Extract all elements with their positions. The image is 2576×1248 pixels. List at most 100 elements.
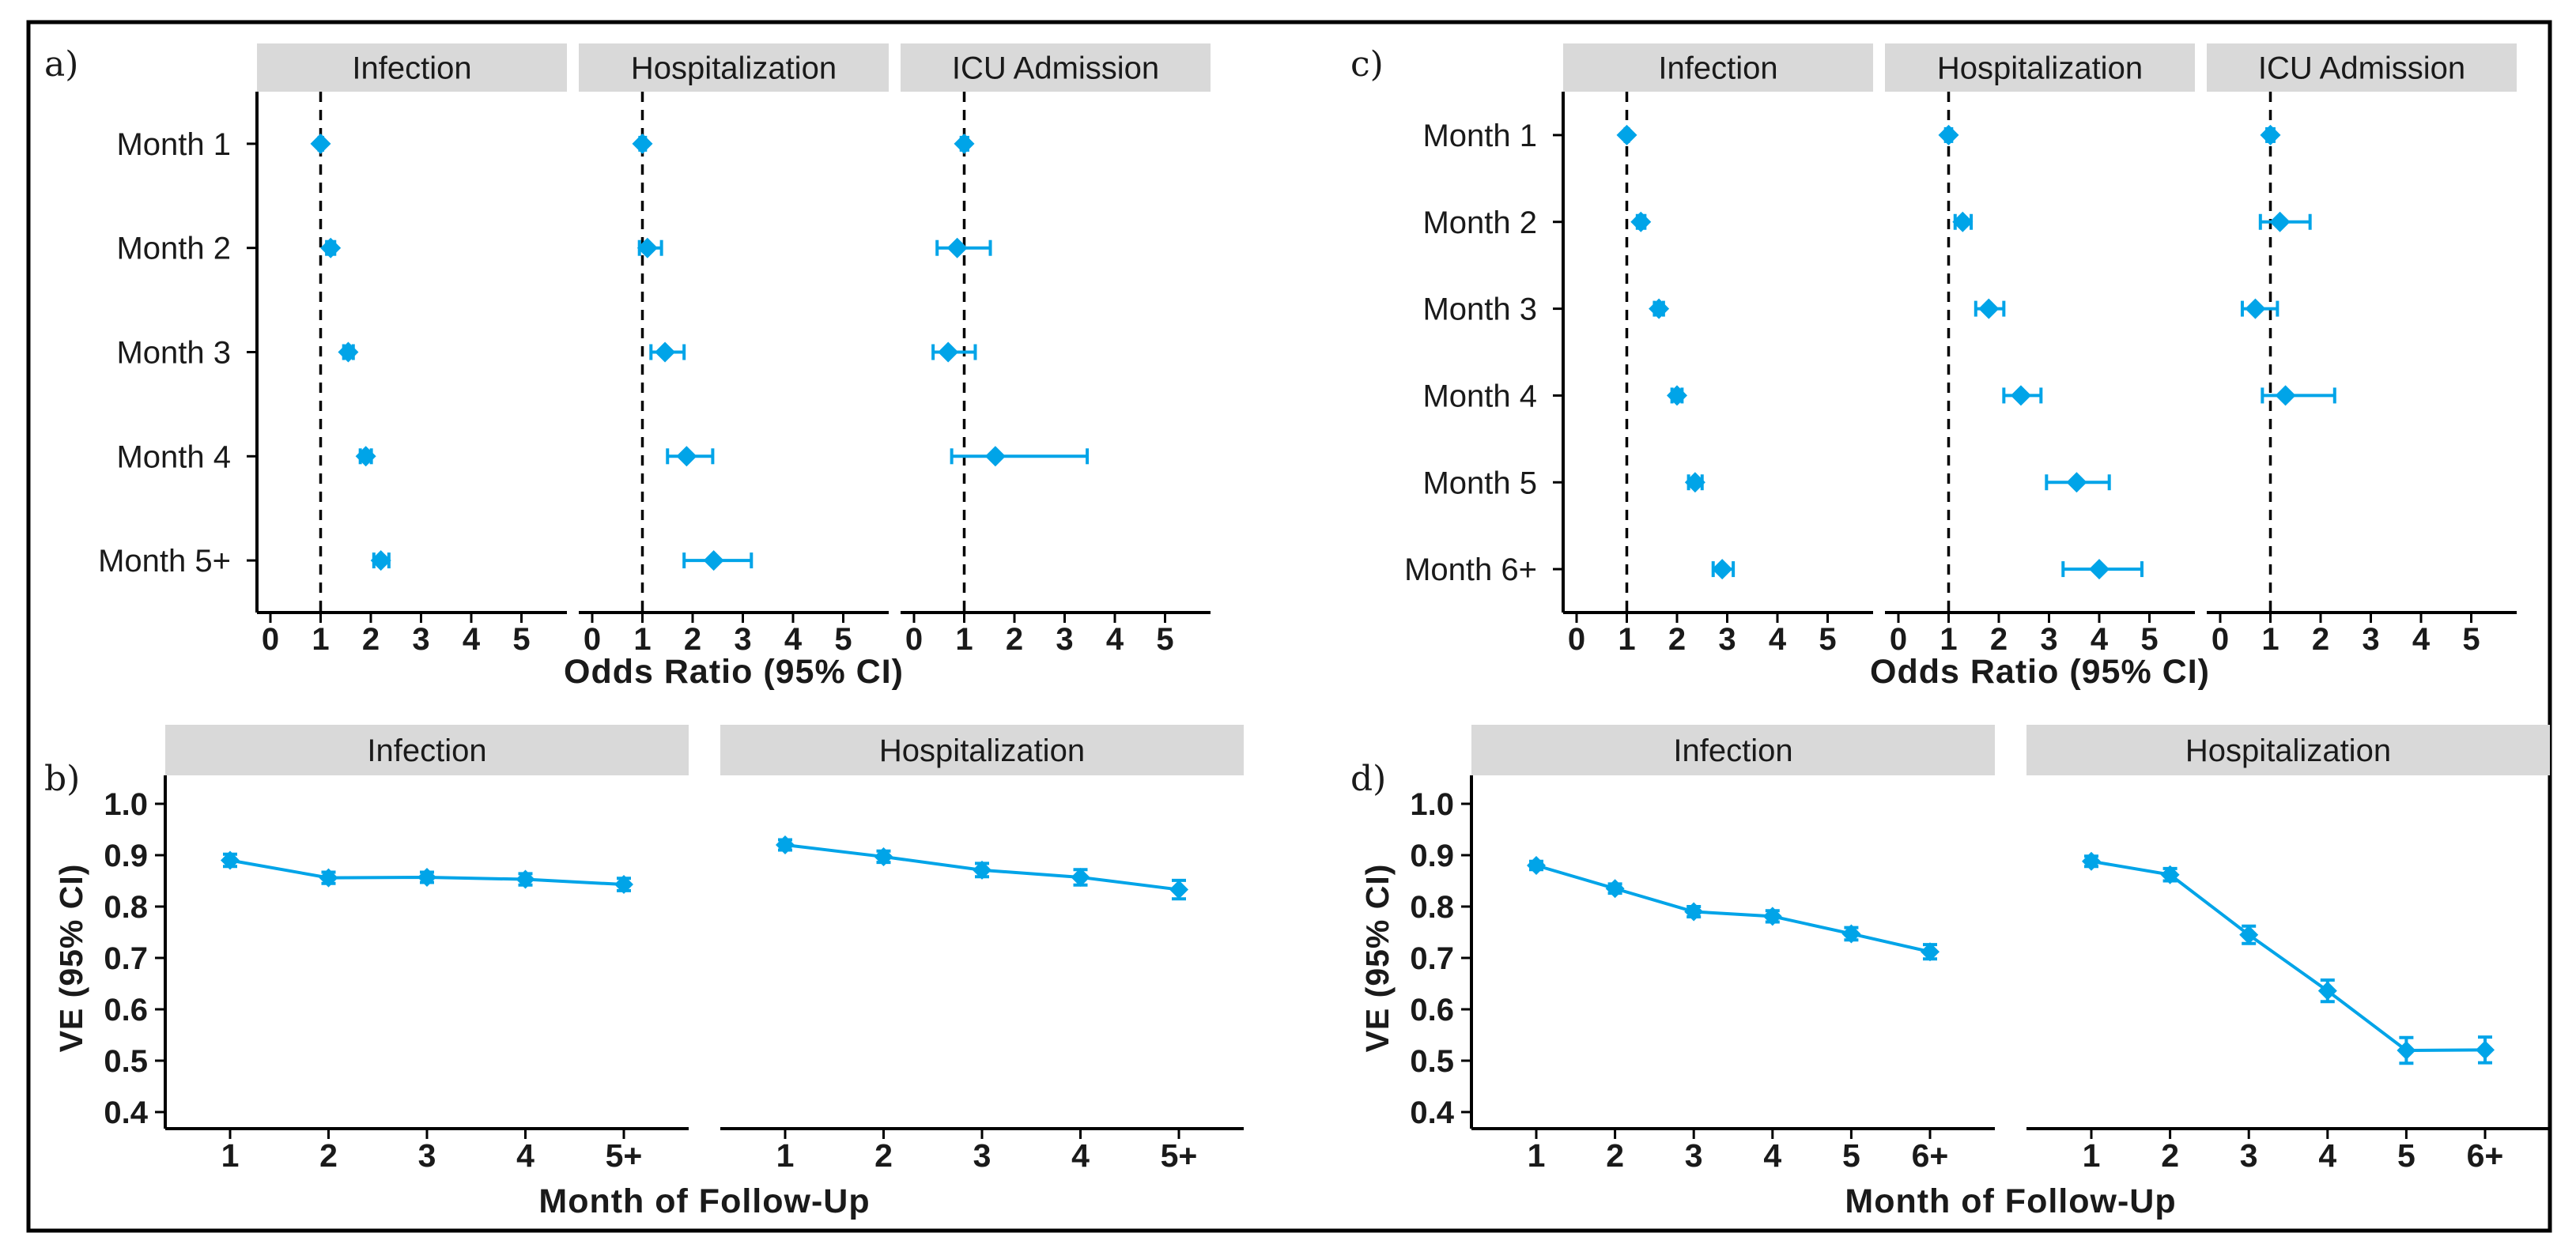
x-tick-label: 4	[1071, 1137, 1090, 1174]
facet-strip-label: Infection	[352, 51, 471, 86]
x-tick-label: 2	[1606, 1137, 1624, 1174]
or-point-marker	[632, 133, 653, 154]
x-tick-label: 0	[262, 622, 279, 657]
x-tick-label: 3	[2240, 1137, 2258, 1174]
or-point-marker	[320, 237, 342, 258]
or-point-marker	[1712, 559, 1733, 580]
facet-strip	[579, 43, 889, 92]
ve-point-marker	[1921, 942, 1940, 962]
facet-strip	[257, 43, 567, 92]
facet-strip	[1885, 43, 2195, 92]
x-tick-label: 1	[312, 622, 329, 657]
facet-strip	[720, 725, 1244, 775]
x-tick-label: 5	[2462, 622, 2480, 657]
or-point-marker	[2269, 211, 2291, 232]
x-tick-label: 2	[2161, 1137, 2179, 1174]
or-point-marker	[2275, 385, 2296, 406]
x-tick-label: 5	[834, 622, 852, 657]
x-tick-label: 4	[2318, 1137, 2336, 1174]
ve-point-marker	[614, 875, 633, 895]
ve-point-marker	[2082, 851, 2101, 871]
x-tick-label: 2	[874, 1137, 893, 1174]
ve-point-marker	[1169, 880, 1188, 899]
facet-strip	[2026, 725, 2550, 775]
category-label: Month 3	[1422, 292, 1537, 327]
or-point-marker	[310, 133, 331, 154]
facet-strip-label: ICU Admission	[2258, 51, 2465, 86]
category-label: Month 3	[116, 336, 231, 371]
or-point-marker	[1616, 124, 1637, 145]
x-tick-label: 0	[2212, 622, 2229, 657]
x-tick-label: 5+	[1161, 1137, 1198, 1174]
category-label: Month 4	[116, 439, 231, 474]
facet-strip	[901, 43, 1211, 92]
facet-strip-label: Infection	[1658, 51, 1777, 86]
ve-trend-line	[1535, 864, 1931, 954]
or-point-marker	[1630, 211, 1652, 232]
x-tick-label: 4	[1769, 622, 1787, 657]
category-label: Month 2	[1422, 205, 1537, 240]
y-tick-label: 0.8	[104, 890, 148, 925]
x-tick-label: 1	[2261, 622, 2279, 657]
x-tick-label: 1	[221, 1137, 240, 1174]
facet-strip-label: Hospitalization	[631, 51, 837, 86]
y-axis-title: VE (95% CI)	[53, 864, 89, 1053]
x-axis-title: Odds Ratio (95% CI)	[564, 653, 904, 691]
x-tick-label: 0	[1890, 622, 1907, 657]
or-point-marker	[2089, 559, 2110, 580]
ve-point-marker	[221, 850, 240, 870]
ve-point-marker	[1841, 924, 1861, 944]
ve-point-marker	[1071, 867, 1090, 887]
y-tick-label: 0.5	[104, 1044, 148, 1079]
or-point-marker	[355, 446, 376, 467]
x-tick-label: 4	[463, 622, 481, 657]
panel-b-ve-plot: Infection 1 2 3 4 5+ Hospitalization 1 2 3 4 5+ 1.0 0…	[53, 725, 1244, 1220]
x-tick-label: 3	[1685, 1137, 1703, 1174]
or-point-marker	[1667, 385, 1687, 406]
facet-strip	[1563, 43, 1873, 92]
x-tick-label: 3	[1056, 622, 1073, 657]
ve-point-marker	[2239, 925, 2259, 944]
panel-label-c: c)	[1350, 44, 1384, 85]
x-tick-label: 2	[684, 622, 701, 657]
y-tick-label: 0.6	[1410, 993, 1454, 1027]
x-tick-label: 1	[1528, 1137, 1546, 1174]
ve-point-marker	[1527, 856, 1546, 875]
y-tick-label: 0.7	[1410, 941, 1454, 976]
x-tick-label: 3	[973, 1137, 991, 1174]
x-tick-label: 5	[2140, 622, 2158, 657]
y-tick-label: 0.9	[1410, 839, 1454, 873]
x-tick-label: 5	[1819, 622, 1836, 657]
x-tick-label: 3	[1718, 622, 1736, 657]
x-axis-title: Odds Ratio (95% CI)	[1870, 653, 2210, 691]
x-tick-label: 4	[784, 622, 803, 657]
x-tick-label: 6+	[1912, 1137, 1949, 1174]
x-tick-label: 5	[1842, 1137, 1860, 1174]
ve-point-marker	[776, 835, 795, 854]
or-point-marker	[655, 341, 676, 363]
or-point-marker	[1952, 211, 1974, 232]
x-tick-label: 2	[319, 1137, 338, 1174]
ve-point-marker	[2317, 981, 2337, 1001]
y-tick-label: 0.7	[104, 941, 148, 976]
x-tick-label: 2	[1006, 622, 1023, 657]
panel-label-b: b)	[44, 759, 80, 799]
or-point-marker	[2260, 124, 2281, 145]
or-point-marker	[338, 341, 359, 363]
ve-point-marker	[2397, 1041, 2416, 1060]
y-tick-label: 0.6	[104, 993, 148, 1027]
category-label: Month 1	[1422, 119, 1537, 153]
facet-strip-label: Hospitalization	[1937, 51, 2143, 86]
ve-point-marker	[319, 868, 338, 888]
figure-border	[26, 20, 2552, 1233]
or-point-marker	[938, 341, 959, 363]
category-label: Month 1	[116, 127, 231, 162]
x-tick-label: 3	[2362, 622, 2379, 657]
or-point-marker	[946, 237, 968, 258]
panel-label-d: d)	[1350, 759, 1386, 799]
x-tick-label: 3	[412, 622, 429, 657]
y-tick-label: 0.4	[1410, 1095, 1454, 1130]
